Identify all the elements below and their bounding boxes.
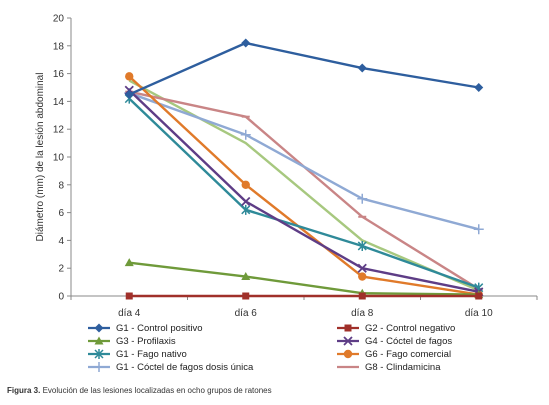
y-tick-label: 10 xyxy=(53,153,65,164)
legend-marker xyxy=(94,323,104,333)
legend-item: G1 - Control positivo xyxy=(88,323,203,334)
legend-marker xyxy=(343,349,353,359)
series-1 xyxy=(124,38,484,99)
series-line xyxy=(128,41,479,96)
y-tick-label: 0 xyxy=(58,292,64,303)
axes: 0 2 4 6 8 10 12 14 16 18 20 día 4 día 6 día 8 día 10 Di… xyxy=(35,14,538,319)
y-tick-label: 8 xyxy=(58,180,64,191)
legend-marker xyxy=(94,349,104,359)
legend-marker xyxy=(94,362,104,372)
y-tick-label: 14 xyxy=(53,97,65,108)
y-tick-label: 20 xyxy=(53,14,65,25)
series-9 xyxy=(128,79,480,292)
series-line xyxy=(128,79,480,292)
caption-text: Evolución de las lesiones localizadas en… xyxy=(40,386,272,395)
legend-item: G3 - Profilaxis xyxy=(88,336,176,347)
legend-label: G2 - Control negativo xyxy=(365,323,455,334)
series-3 xyxy=(124,258,484,299)
y-tick-label: 2 xyxy=(58,264,64,275)
legend-label: G8 - Clindamicina xyxy=(365,362,441,373)
x-tick-label: día 4 xyxy=(118,308,141,319)
data-point xyxy=(241,272,251,281)
data-point xyxy=(357,193,368,204)
legend-label: G3 - Profilaxis xyxy=(116,336,176,347)
data-point xyxy=(358,292,366,300)
data-point xyxy=(124,258,134,267)
legend-label: G4 - Cóctel de fagos xyxy=(365,336,452,347)
y-tick-label: 16 xyxy=(53,69,65,80)
data-point xyxy=(474,83,484,92)
y-tick-label: 12 xyxy=(53,125,65,136)
caption-label: Figura 3. xyxy=(7,386,41,395)
legend-marker xyxy=(344,324,352,332)
legend-marker xyxy=(343,336,353,346)
series-line xyxy=(128,97,480,289)
data-point xyxy=(242,292,250,300)
data-point xyxy=(358,272,367,281)
series-layer xyxy=(124,38,484,300)
series-7 xyxy=(124,88,484,235)
series-2 xyxy=(125,292,483,300)
legend: G1 - Control positivo G2 - Control negati… xyxy=(88,323,455,373)
legend-item: G1 - Fago nativo xyxy=(88,349,187,360)
series-line xyxy=(128,75,479,296)
y-tick-label: 6 xyxy=(58,208,64,219)
series-4 xyxy=(124,85,484,297)
legend-item: G1 - Cóctel de fagos dosis única xyxy=(88,362,254,373)
series-line xyxy=(128,89,479,294)
series-line xyxy=(129,261,479,296)
legend-marker xyxy=(94,336,104,345)
chart-svg: 0 2 4 6 8 10 12 14 16 18 20 día 4 día 6 día 8 día 10 Di… xyxy=(35,14,538,373)
data-point xyxy=(241,38,251,48)
data-point xyxy=(357,63,367,73)
y-axis-title: Diámetro (mm) de la lesión abdominal xyxy=(35,73,46,242)
data-point xyxy=(473,224,484,235)
data-point xyxy=(241,196,251,207)
y-tick-label: 18 xyxy=(53,41,65,52)
figure-caption: Figura 3. Evolución de las lesiones loca… xyxy=(7,386,272,395)
data-point xyxy=(241,180,250,189)
data-point xyxy=(241,204,251,215)
legend-item: G8 - Clindamicina xyxy=(337,362,441,373)
legend-label: G1 - Control positivo xyxy=(116,323,203,334)
x-tick-label: día 8 xyxy=(351,308,374,319)
data-point xyxy=(240,129,251,140)
x-tick-label: día 10 xyxy=(465,308,493,319)
legend-label: G1 - Fago nativo xyxy=(116,349,187,360)
y-tick-label: 4 xyxy=(58,236,64,247)
line-chart: 0 2 4 6 8 10 12 14 16 18 20 día 4 día 6 día 8 día 10 Di… xyxy=(35,14,538,373)
data-point xyxy=(357,263,367,273)
legend-item: G6 - Fago comercial xyxy=(337,349,451,360)
x-tick-label: día 6 xyxy=(235,308,258,319)
data-point xyxy=(124,89,134,99)
legend-item: G4 - Cóctel de fagos xyxy=(337,336,452,347)
legend-label: G1 - Cóctel de fagos dosis única xyxy=(116,362,254,373)
legend-label: G6 - Fago comercial xyxy=(365,349,451,360)
series-line xyxy=(128,91,480,231)
data-point xyxy=(125,72,134,81)
data-point xyxy=(125,292,133,300)
data-point xyxy=(357,240,367,251)
legend-item: G2 - Control negativo xyxy=(337,323,455,334)
data-point xyxy=(475,292,483,300)
